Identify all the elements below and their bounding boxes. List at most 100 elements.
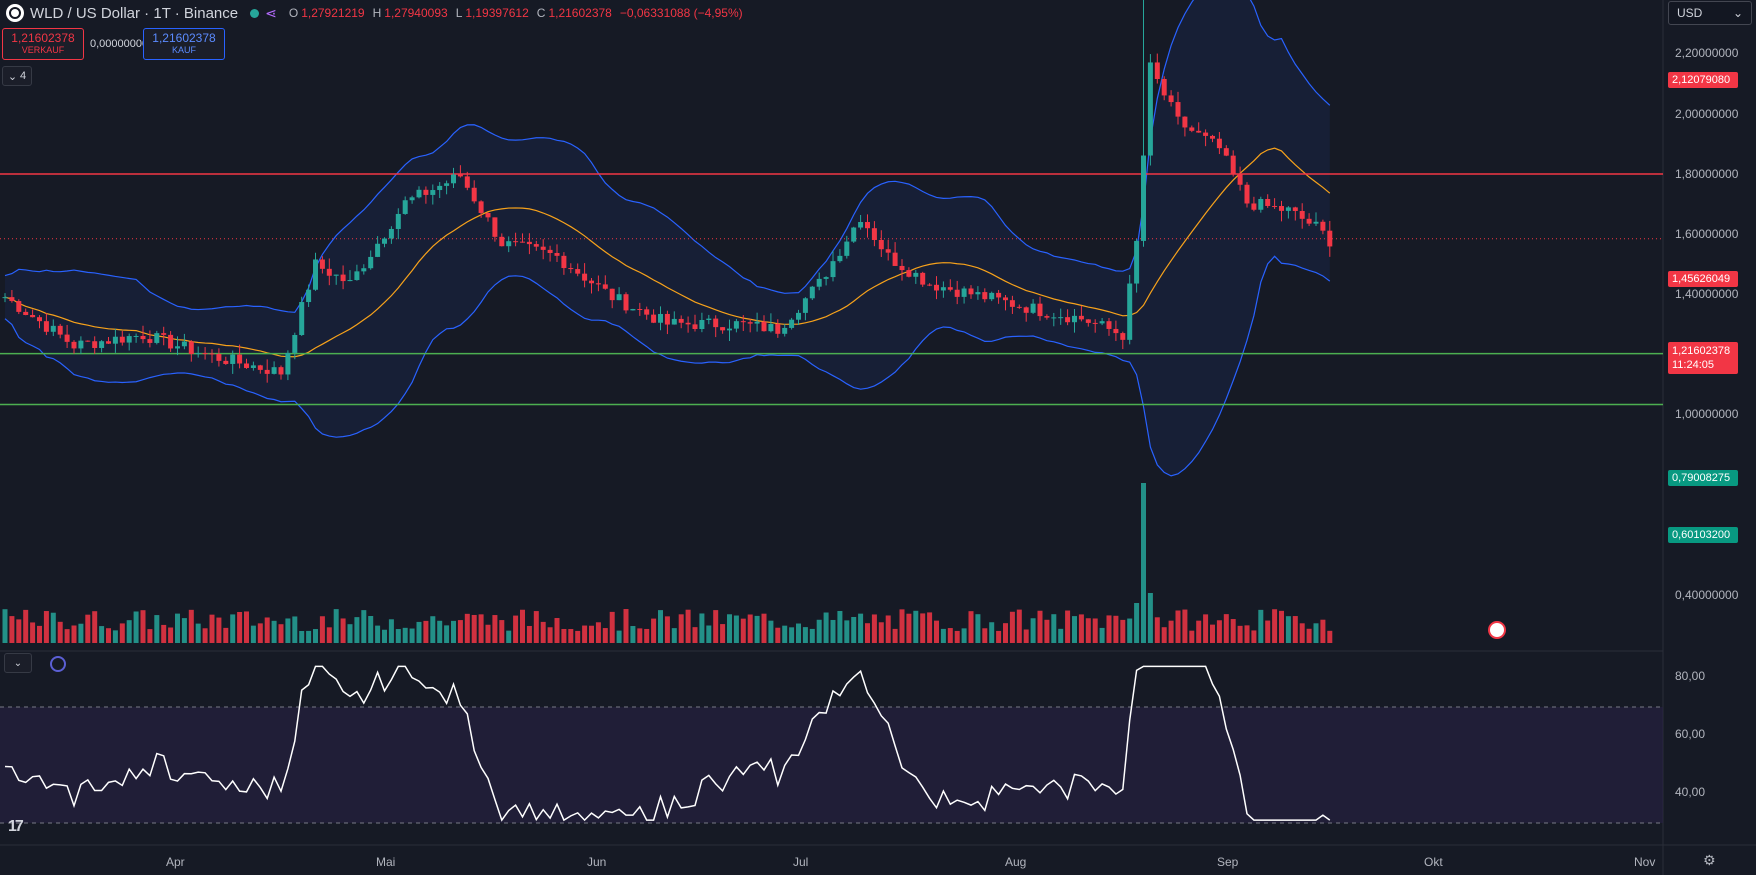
candle-body — [920, 272, 926, 285]
price-axis-label: 1,60000000 — [1675, 227, 1739, 241]
volume-bar — [1196, 620, 1202, 643]
symbol-header: WLD / US Dollar · 1T · Binance ⋖ O 1,279… — [0, 0, 751, 26]
volume-bar — [361, 610, 367, 643]
currency-select[interactable]: USD ⌄ — [1668, 1, 1752, 25]
candle-body — [1196, 130, 1202, 133]
volume-bar — [37, 625, 42, 643]
volume-bar — [595, 622, 601, 643]
candle-body — [106, 341, 111, 344]
candle-body — [437, 185, 443, 191]
volume-bar — [1320, 619, 1326, 643]
volume-bar — [464, 613, 470, 643]
rsi-collapse-button[interactable]: ⌄ — [4, 653, 32, 673]
time-axis-label: Jul — [793, 855, 809, 869]
candle-body — [658, 313, 663, 323]
price-axis-label: 1,40000000 — [1675, 287, 1739, 301]
candle-body — [885, 249, 891, 253]
level-tag: 0,79008275 — [1668, 470, 1738, 486]
volume-bar — [506, 630, 512, 643]
bb-fill — [5, 0, 1330, 476]
candle-body — [133, 335, 139, 337]
nodes-icon[interactable]: ⋖ — [265, 4, 277, 21]
last-price-value: 1,21602378 — [1672, 345, 1731, 357]
tradingview-logo-icon[interactable]: 17 — [8, 818, 24, 835]
candle-body — [727, 328, 732, 331]
volume-bar — [1189, 630, 1195, 643]
candle-body — [1251, 203, 1257, 210]
candle-body — [568, 268, 574, 270]
candle-body — [313, 259, 318, 290]
price-axis-label: 2,00000000 — [1675, 107, 1739, 121]
volume-bar — [671, 628, 677, 643]
candle-body — [1003, 297, 1008, 301]
volume-bar — [947, 628, 953, 643]
volume-bar — [181, 618, 187, 643]
level-tag: 2,12079080 — [1668, 72, 1738, 88]
volume-bar — [388, 619, 394, 643]
volume-bar — [257, 623, 263, 643]
volume-bar — [1113, 615, 1119, 643]
candle-body — [1182, 116, 1188, 128]
volume-bar — [250, 625, 256, 643]
indicator-icon[interactable] — [50, 656, 66, 672]
candle-body — [2, 297, 8, 299]
candle-body — [547, 249, 553, 254]
volume-bar — [727, 614, 732, 643]
volume-bar — [1003, 623, 1008, 643]
indicators-count: 4 — [20, 70, 27, 82]
buy-price: 1,21602378 — [152, 31, 216, 45]
volume-bar — [106, 628, 111, 643]
candle-body — [209, 353, 215, 355]
candle-body — [319, 259, 325, 269]
volume-bar — [402, 627, 408, 643]
candle-body — [775, 323, 781, 334]
candle-body — [554, 253, 560, 256]
volume-bar — [775, 627, 781, 643]
level-tag: 1,45626049 — [1668, 271, 1738, 287]
candle-body — [1134, 240, 1140, 284]
candle-body — [802, 298, 808, 313]
gear-icon[interactable]: ⚙ — [1703, 852, 1716, 868]
volume-bar — [278, 624, 284, 643]
volume-bar — [395, 629, 401, 643]
volume-bar — [540, 621, 546, 643]
sell-button[interactable]: 1,21602378 VERKAUF — [2, 28, 84, 60]
volume-bar — [865, 623, 870, 643]
volume-bar — [1058, 628, 1064, 643]
candle-body — [71, 341, 77, 349]
candle-body — [1037, 303, 1043, 317]
symbol-title[interactable]: WLD / US Dollar · 1T · Binance — [30, 4, 239, 22]
volume-bar — [989, 622, 995, 643]
candle-body — [223, 360, 229, 364]
volume-bar — [444, 625, 450, 643]
event-flag-icon[interactable] — [1488, 621, 1506, 639]
chevron-down-icon: ⌄ — [13, 657, 23, 669]
candle-body — [368, 256, 374, 269]
candle-body — [326, 268, 332, 276]
price-axis-label: 2,20000000 — [1675, 46, 1739, 60]
candle-body — [816, 278, 822, 287]
volume-bar — [761, 613, 767, 643]
volume-bar — [892, 628, 898, 643]
candle-body — [699, 319, 705, 330]
volume-bar — [561, 628, 567, 643]
candle-body — [9, 297, 15, 302]
volume-bar — [1147, 593, 1153, 643]
volume-bar — [1092, 618, 1098, 643]
last-price-tag: 1,21602378 11:24:05 — [1668, 342, 1738, 374]
candle-body — [678, 318, 684, 323]
volume-bar — [126, 620, 132, 643]
candle-body — [1051, 317, 1057, 319]
volume-bar — [1161, 627, 1167, 643]
volume-bar — [57, 621, 63, 643]
buy-button[interactable]: 1,21602378 KAUF — [143, 28, 225, 60]
candle-body — [306, 289, 312, 303]
candle-body — [830, 261, 836, 278]
volume-bar — [602, 628, 608, 643]
candle-body — [278, 367, 284, 375]
candle-body — [906, 270, 912, 277]
indicators-toggle-button[interactable]: ⌄ 4 — [2, 66, 32, 86]
candle-body — [1113, 328, 1119, 334]
volume-bar — [1327, 630, 1333, 643]
